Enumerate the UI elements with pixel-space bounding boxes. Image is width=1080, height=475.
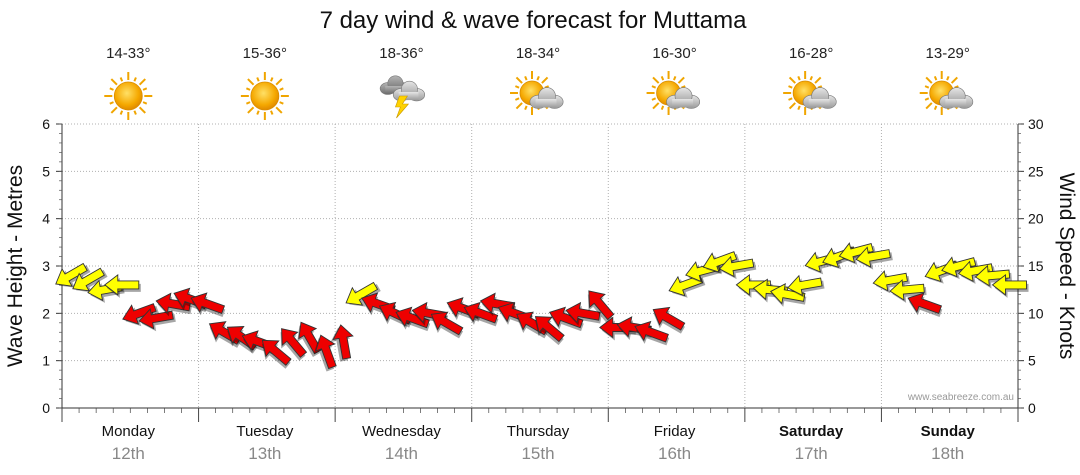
temp-range: 16-30°	[652, 45, 696, 62]
wind-arrow	[55, 262, 91, 288]
temp-range: 14-33°	[106, 45, 150, 62]
y-axis-label-left: Wave Height - Metres	[4, 165, 27, 367]
partly-cloudy-icon	[783, 71, 837, 115]
wind-arrow	[872, 270, 910, 294]
wind-arrow	[395, 306, 431, 332]
wind-arrow	[297, 321, 323, 357]
day-name: Friday	[654, 423, 696, 440]
wind-arrow	[907, 292, 943, 317]
wind-arrow	[313, 334, 337, 372]
wind-arrow	[855, 246, 893, 270]
temp-range: 16-28°	[789, 45, 833, 62]
wind-arrow	[565, 301, 602, 326]
y-tick-label-left: 6	[42, 116, 50, 132]
wind-arrow	[104, 273, 141, 298]
wind-arrow	[652, 306, 686, 334]
wind-arrow	[587, 290, 615, 323]
day-header: 16-28° Saturday 17th	[779, 45, 844, 463]
sun-icon	[104, 72, 153, 120]
wind-arrow	[138, 307, 176, 332]
y-tick-label-left: 2	[42, 305, 50, 321]
day-header: 15-36° Tuesday 13th	[236, 45, 293, 463]
sun-icon	[240, 72, 289, 120]
wind-arrow	[345, 281, 381, 307]
wind-arrow	[330, 324, 354, 362]
day-header: 18-34° Thursday 15th	[507, 45, 570, 463]
temp-range: 18-36°	[379, 45, 423, 62]
y-tick-label-left: 4	[42, 211, 50, 227]
wind-arrow	[72, 267, 108, 293]
y-tick-label-right: 10	[1028, 305, 1044, 321]
day-date: 15th	[521, 444, 554, 463]
day-header: 14-33° Monday 12th	[102, 45, 156, 463]
y-tick-label-right: 0	[1028, 400, 1036, 416]
y-tick-label-right: 15	[1028, 258, 1044, 274]
temp-range: 15-36°	[243, 45, 287, 62]
wind-series	[55, 242, 1029, 372]
temp-range: 18-34°	[516, 45, 560, 62]
day-name: Sunday	[921, 423, 976, 440]
wind-arrow	[430, 311, 464, 339]
y-tick-label-left: 1	[42, 353, 50, 369]
day-name: Saturday	[779, 423, 844, 440]
day-name: Wednesday	[362, 423, 441, 440]
y-tick-label-right: 20	[1028, 211, 1044, 227]
y-tick-label-left: 3	[42, 258, 50, 274]
wind-arrow	[463, 301, 499, 327]
wind-arrow	[889, 279, 927, 303]
wind-arrow	[155, 292, 192, 317]
day-name: Thursday	[507, 423, 570, 440]
day-date: 18th	[931, 444, 964, 463]
storm-cloud-icon	[379, 75, 426, 119]
wind-arrow	[190, 292, 226, 317]
wind-arrow	[770, 283, 807, 307]
temp-range: 13-29°	[926, 45, 970, 62]
wind-arrow	[261, 339, 292, 369]
wind-arrow	[718, 255, 757, 280]
wind-arrow	[668, 274, 706, 298]
wind-arrow	[534, 316, 565, 346]
y-tick-label-right: 30	[1028, 116, 1044, 132]
partly-cloudy-icon	[646, 71, 701, 115]
wind-arrow	[634, 320, 670, 346]
y-tick-label-left: 5	[42, 163, 50, 179]
partly-cloudy-icon	[919, 71, 974, 115]
wind-arrow	[548, 306, 584, 332]
wind-arrow	[280, 328, 308, 361]
day-header: 16-30° Friday 16th	[646, 45, 701, 463]
day-header: 13-29° Sunday 18th	[919, 45, 976, 463]
wind-arrow	[974, 264, 1012, 289]
day-name: Tuesday	[236, 423, 293, 440]
day-date: 13th	[248, 444, 281, 463]
chart-title: 7 day wind & wave forecast for Muttama	[320, 7, 748, 34]
y-tick-label-right: 25	[1028, 163, 1044, 179]
day-date: 14th	[385, 444, 418, 463]
y-tick-label-left: 0	[42, 400, 50, 416]
day-date: 12th	[112, 444, 145, 463]
y-tick-label-right: 5	[1028, 353, 1036, 369]
day-date: 16th	[658, 444, 691, 463]
wind-arrow	[941, 256, 979, 280]
wind-arrow	[991, 273, 1029, 298]
grid-lines	[62, 123, 1018, 408]
day-header: 18-36° Wednesday 14th	[362, 45, 441, 463]
day-name: Monday	[102, 423, 156, 440]
day-date: 17th	[795, 444, 828, 463]
partly-cloudy-icon	[510, 71, 564, 115]
y-axis-label-right: Wind Speed - Knots	[1055, 173, 1078, 360]
watermark: www.seabreeze.com.au	[907, 392, 1014, 403]
wind-arrow	[787, 274, 825, 299]
